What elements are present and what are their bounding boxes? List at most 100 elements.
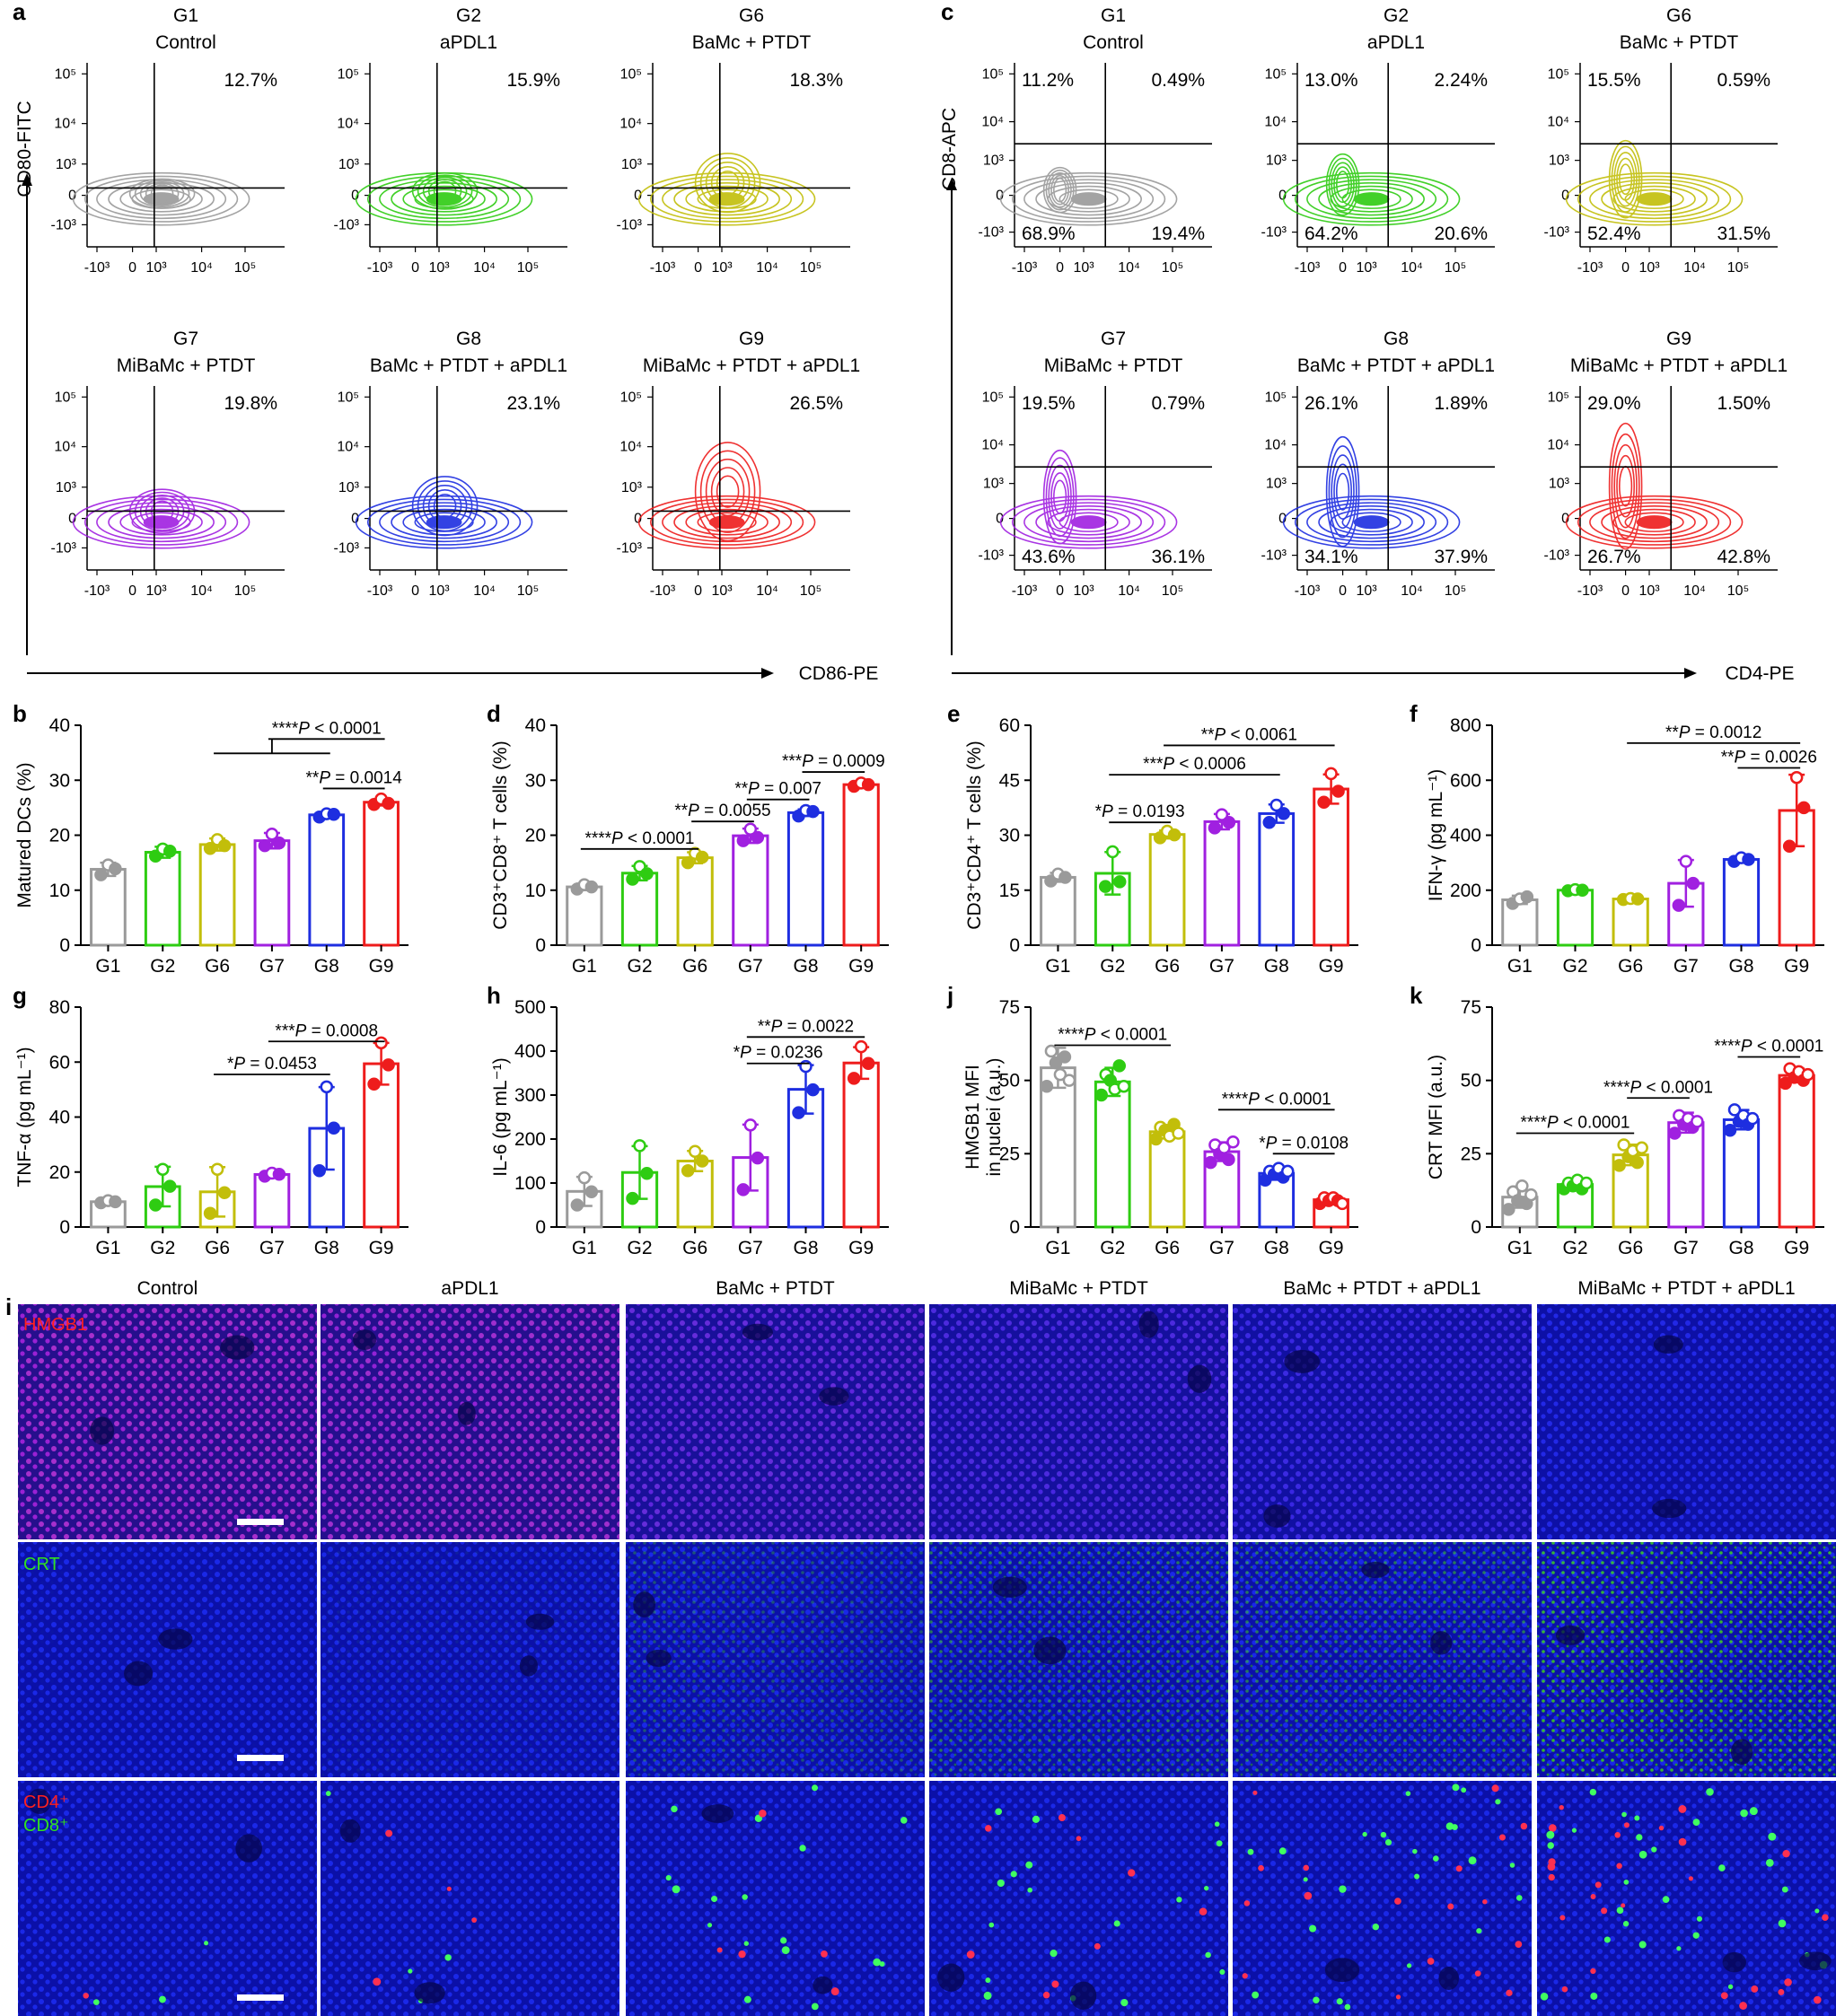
flow-y-tick-label: -10³	[1544, 548, 1570, 564]
cd8-cell	[1032, 1815, 1041, 1823]
flow-x-tick-label: 10³	[1356, 260, 1377, 276]
flow-y-tick-label: -10³	[979, 548, 1005, 564]
tissue-void	[937, 1963, 965, 1992]
contour-ring	[649, 498, 804, 546]
cd8-cell	[1176, 1897, 1182, 1903]
y-tick-label: 60	[49, 1052, 70, 1073]
data-point	[1672, 898, 1686, 912]
flow-y-tick-label: 10⁴	[337, 440, 359, 455]
data-point	[633, 1139, 646, 1153]
cd8-cell	[1384, 1839, 1392, 1846]
contour-ring	[1624, 188, 1684, 209]
sig-stars: ****	[1058, 1025, 1085, 1044]
sig-stars: *	[734, 1044, 741, 1063]
sig-value: = 0.007	[760, 780, 821, 799]
cd8-cell	[1405, 1791, 1411, 1796]
contour-ring	[1045, 169, 1075, 211]
cd4-cell	[1559, 1915, 1566, 1921]
y-axis-label: CD3⁺CD8⁺ T cells (%)	[490, 741, 511, 929]
data-point	[382, 796, 395, 811]
sig-p: P	[1248, 1090, 1260, 1109]
micrograph-r2-c3	[626, 1542, 925, 1777]
cd4-cell	[1621, 1903, 1626, 1908]
quadrant-bl: 43.6%	[1022, 547, 1076, 567]
data-point	[1668, 1126, 1682, 1140]
data-point	[695, 850, 709, 864]
data-point	[751, 1151, 765, 1165]
cd8-cell	[1010, 1871, 1017, 1878]
cd8-cell	[1621, 1811, 1627, 1818]
cd4-cell	[1243, 1900, 1251, 1906]
flow-contour	[72, 488, 250, 549]
cd8-cell	[1451, 1824, 1458, 1830]
data-point	[736, 1183, 751, 1196]
x-tick-label: G9	[369, 1238, 394, 1258]
contour-ring	[1333, 166, 1353, 204]
quadrant-tr: 0.59%	[1717, 70, 1770, 91]
cd4-cell	[1455, 1865, 1463, 1872]
flow-y-tick-label: 10⁴	[1547, 115, 1569, 130]
data-point	[626, 872, 639, 886]
cd8-cell	[1313, 1996, 1320, 2004]
sig-p: P	[1734, 748, 1745, 767]
cd8-cell	[1616, 1906, 1624, 1915]
contour-ring	[83, 498, 239, 546]
data-point	[861, 777, 875, 792]
flow-y-tick-label: 10⁴	[1264, 438, 1287, 453]
cd8-cell	[1515, 1895, 1523, 1901]
flow-y-tick-label: -10³	[51, 540, 77, 556]
flow-x-tick-label: 10³	[1073, 583, 1094, 599]
significance-label: **P < 0.0061	[1201, 725, 1297, 744]
contour-ring	[366, 498, 522, 546]
y-axis-label-2: in nuclei (a.u.)	[984, 1058, 1005, 1177]
flow-a-xlabel: CD86-PE	[799, 663, 879, 684]
flow-y-tick-label: 0	[634, 188, 642, 204]
contour-ring	[1011, 175, 1166, 223]
sig-value: < 0.0006	[1174, 755, 1246, 774]
flow-x-tick-label: 0	[1056, 260, 1064, 276]
contour-ring	[96, 502, 227, 543]
bar-G8	[1722, 857, 1761, 947]
flow-y-tick-label: 10⁴	[337, 117, 359, 132]
significance-label: ****P < 0.0001	[272, 719, 382, 738]
contour-ring	[1282, 495, 1461, 549]
x-tick-label: G9	[848, 1238, 874, 1258]
quadrant-tr: 0.49%	[1151, 70, 1205, 91]
quadrant-tr: 1.50%	[1717, 393, 1770, 414]
cd8-cell	[1204, 1886, 1209, 1891]
cd4-cell	[1258, 1864, 1264, 1871]
contour-ring	[145, 182, 180, 205]
x-tick-label: G1	[95, 956, 120, 977]
flow-x-tick-label: 10⁵	[800, 260, 821, 276]
data-point	[1745, 1111, 1760, 1126]
sig-value: = 0.0026	[1745, 748, 1817, 767]
data-point	[792, 1106, 805, 1119]
flow-y-tick-label: 10⁴	[981, 115, 1004, 130]
x-tick-label: G7	[1209, 1238, 1234, 1258]
x-tick-label: G8	[793, 956, 818, 977]
data-point	[1796, 801, 1811, 815]
panel-letter-h: h	[487, 982, 501, 1009]
cd4-cell	[1751, 1985, 1759, 1993]
y-tick-label: 100	[514, 1173, 546, 1194]
cd8-cell	[444, 1954, 452, 1961]
contour-ring	[1616, 157, 1636, 201]
flow-title-name: aPDL1	[1367, 32, 1425, 53]
significance-label: **P = 0.0026	[1721, 748, 1817, 767]
flow-y-tick-label: -10³	[51, 217, 77, 232]
bar-G2	[620, 872, 659, 947]
flow-contour	[1282, 153, 1461, 226]
data-point	[109, 862, 122, 876]
flow-x-tick-label: -10³	[650, 260, 676, 276]
x-tick-label: G6	[682, 1238, 707, 1258]
data-point	[688, 1144, 702, 1158]
significance-label: ***P = 0.0009	[782, 752, 885, 771]
x-tick-label: G1	[1045, 956, 1070, 977]
cd8-cell	[1495, 1799, 1501, 1805]
cd8-cell	[1603, 1936, 1611, 1943]
flow-y-tick-label: 10⁴	[619, 440, 642, 455]
cd4-cell	[1515, 1941, 1523, 1949]
data-point	[736, 834, 751, 847]
sig-p: P	[1102, 802, 1113, 821]
bar-G9	[842, 783, 880, 947]
